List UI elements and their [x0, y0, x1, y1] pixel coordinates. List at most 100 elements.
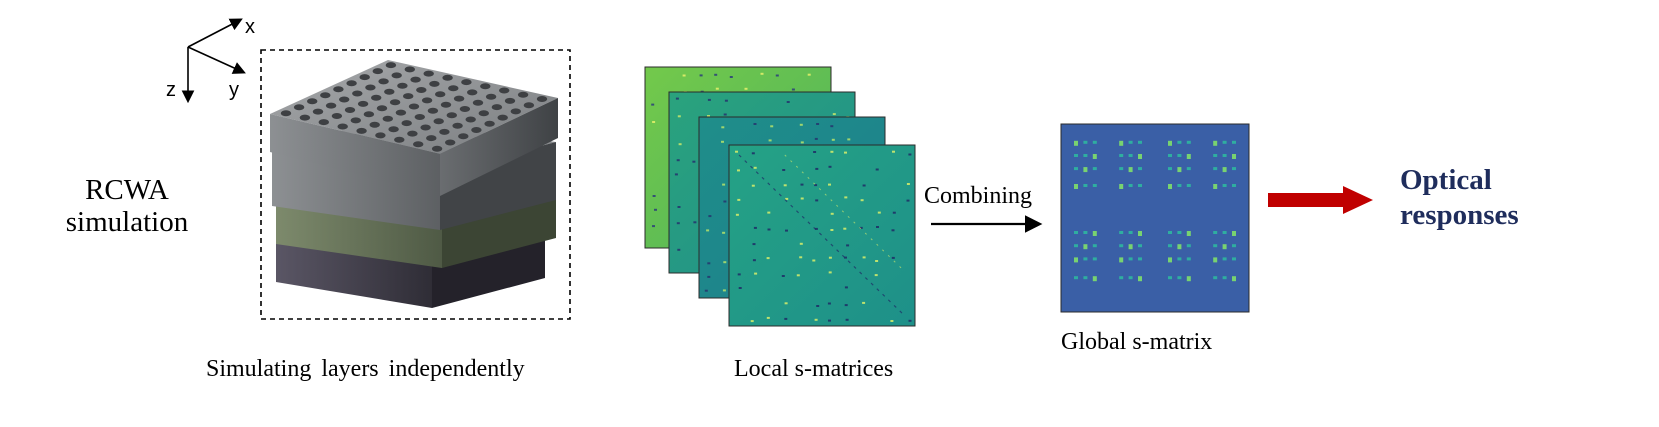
global-matrix-speck [1177, 257, 1182, 261]
matrix-speck [830, 150, 834, 153]
hole [331, 113, 343, 119]
matrix-speck [816, 305, 820, 307]
hole [410, 76, 421, 83]
global-matrix-caption: Global s-matrix [1061, 329, 1213, 355]
matrix-speck [827, 302, 831, 305]
matrix-speck [876, 226, 879, 228]
hole [394, 136, 405, 143]
matrix-speck [814, 318, 818, 321]
hole [293, 104, 305, 111]
global-matrix-speck [1128, 140, 1133, 144]
global-matrix-speck [1128, 231, 1133, 234]
matrix-speck [791, 88, 795, 91]
hole [433, 118, 444, 125]
global-matrix-speck [1128, 154, 1133, 157]
global-matrix-speck [1177, 167, 1182, 173]
matrix-speck [677, 115, 681, 118]
hole [423, 70, 434, 77]
matrix-speck [814, 184, 818, 187]
hole [452, 122, 463, 129]
matrix-speck [768, 139, 772, 142]
global-matrix-speck [1186, 231, 1191, 236]
hole [431, 145, 443, 152]
matrix-speck [781, 275, 785, 277]
matrix-diagonal [738, 154, 906, 317]
global-matrix-speck [1074, 184, 1078, 189]
global-matrix-speck [1222, 184, 1227, 187]
matrix-speck [724, 99, 728, 102]
hole [510, 108, 521, 115]
hole [420, 124, 431, 131]
global-matrix-speck [1222, 154, 1227, 157]
matrix-speck [707, 275, 711, 278]
global-matrix-speck [1092, 154, 1097, 159]
hole [491, 104, 503, 111]
global-matrix-speck [1186, 184, 1191, 187]
global-matrix-speck [1186, 257, 1191, 261]
global-matrix-speck [1177, 231, 1182, 234]
local-matrices-caption: Local s-matrices [734, 356, 894, 382]
layers-caption: Simulating layers independently [206, 356, 525, 382]
matrix-speck [799, 242, 803, 245]
hole [484, 120, 495, 127]
hole [480, 83, 491, 90]
global-matrix-speck [1168, 257, 1172, 263]
matrix-speck [814, 137, 818, 140]
hole [414, 114, 425, 120]
global-matrix-speck [1138, 276, 1142, 282]
matrix-speck [875, 260, 879, 262]
hole [344, 107, 356, 113]
global-matrix-speck [1222, 276, 1227, 280]
global-matrix-speck [1138, 231, 1142, 236]
global-matrix-speck [1138, 257, 1142, 261]
matrix-speck [651, 103, 655, 106]
hole [389, 99, 401, 106]
hole [497, 114, 508, 121]
matrix-speck [859, 226, 863, 229]
global-matrix-speck [1092, 167, 1097, 171]
global-matrix-speck [1092, 257, 1097, 261]
rcwa-title: RCWA simulation [65, 174, 189, 238]
matrix-speck [729, 76, 733, 78]
global-matrix-speck [1222, 167, 1227, 173]
hole [363, 111, 375, 118]
matrix-speck [846, 244, 850, 247]
global-matrix-speck [1213, 184, 1218, 189]
global-matrix [1060, 123, 1250, 313]
matrix-speck [862, 256, 866, 259]
hole [346, 80, 357, 87]
global-matrix-speck [1186, 167, 1191, 171]
matrix-speck [775, 74, 779, 77]
matrix-speck [844, 286, 848, 289]
hole [365, 84, 376, 91]
global-matrix-speck [1186, 276, 1191, 282]
hole [413, 141, 424, 148]
global-matrix-speck [1222, 257, 1227, 261]
matrix-speck [706, 229, 710, 232]
layer-top-holed [270, 60, 558, 196]
hole [445, 139, 456, 146]
hole [448, 85, 459, 92]
global-matrix-speck [1186, 154, 1191, 159]
global-matrix-speck [1074, 257, 1078, 263]
global-matrix-speck [1092, 140, 1097, 144]
matrix-speck [786, 101, 790, 103]
global-matrix-speck [1177, 140, 1182, 144]
matrix-speck [815, 199, 819, 202]
matrix-speck [693, 221, 697, 224]
matrix-speck [843, 227, 847, 230]
hole [382, 115, 393, 122]
hole [485, 93, 497, 100]
matrix-speck [799, 256, 803, 259]
matrix-speck [844, 196, 848, 199]
hole [408, 103, 420, 110]
hole [453, 95, 465, 102]
matrix-speck [812, 259, 816, 262]
global-matrix-speck [1083, 154, 1088, 157]
matrix-speck [844, 151, 847, 154]
global-matrix-speck [1128, 257, 1133, 261]
matrix-speck [785, 229, 788, 232]
matrix-speck [753, 166, 757, 169]
global-matrix-speck [1232, 140, 1236, 144]
global-matrix-speck [1222, 244, 1227, 250]
